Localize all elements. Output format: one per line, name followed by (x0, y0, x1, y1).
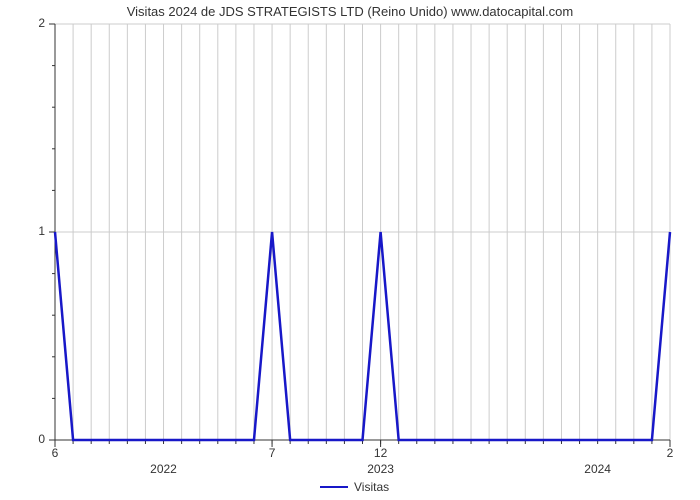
legend-label: Visitas (354, 480, 389, 494)
y-tick-label: 1 (25, 224, 45, 238)
x-tick-label: 2 (667, 446, 674, 460)
x-year-label: 2023 (367, 462, 394, 476)
legend: Visitas (320, 480, 389, 494)
legend-swatch (320, 486, 348, 488)
x-tick-label: 7 (269, 446, 276, 460)
x-year-label: 2022 (150, 462, 177, 476)
y-tick-label: 2 (25, 16, 45, 30)
x-year-label: 2024 (584, 462, 611, 476)
x-tick-label: 12 (374, 446, 387, 460)
x-tick-label: 6 (52, 446, 59, 460)
y-tick-label: 0 (25, 432, 45, 446)
chart-plot (45, 14, 700, 470)
